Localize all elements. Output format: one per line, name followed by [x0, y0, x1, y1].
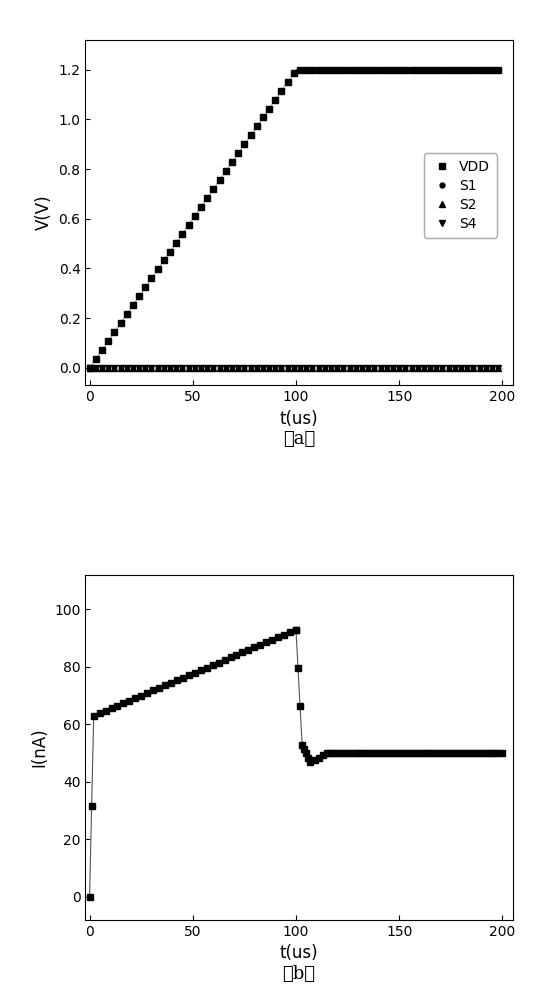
Y-axis label: I(nA): I(nA): [30, 728, 49, 767]
S4: [179, 362, 186, 374]
VDD: [148, 272, 155, 284]
Line: S2: S2: [87, 365, 501, 370]
S2: [470, 362, 477, 374]
VDD: [87, 362, 93, 374]
Text: （a）: （a）: [283, 430, 315, 448]
S2: [179, 362, 186, 374]
S4: [148, 362, 155, 374]
S1: [470, 64, 477, 76]
S2: [396, 362, 402, 374]
S1: [148, 272, 155, 284]
S2: [272, 362, 279, 374]
X-axis label: t(us): t(us): [280, 410, 318, 428]
Legend: VDD, S1, S2, S4: VDD, S1, S2, S4: [425, 153, 497, 238]
S4: [272, 362, 279, 374]
S1: [272, 94, 279, 106]
VDD: [272, 94, 279, 106]
VDD: [470, 64, 477, 76]
S4: [495, 362, 501, 374]
Line: S1: S1: [87, 67, 500, 370]
S1: [402, 64, 409, 76]
VDD: [254, 120, 260, 132]
S4: [470, 362, 477, 374]
S2: [495, 362, 501, 374]
VDD: [297, 64, 303, 76]
S2: [148, 362, 155, 374]
X-axis label: t(us): t(us): [280, 944, 318, 962]
S1: [136, 290, 142, 302]
VDD: [495, 64, 501, 76]
VDD: [136, 290, 142, 302]
Y-axis label: V(V): V(V): [35, 195, 53, 230]
S2: [87, 362, 93, 374]
Line: VDD: VDD: [87, 67, 501, 370]
S4: [254, 362, 260, 374]
VDD: [402, 64, 409, 76]
S1: [495, 64, 501, 76]
Text: （b）: （b）: [282, 965, 316, 983]
Line: S4: S4: [87, 365, 501, 370]
S1: [254, 120, 260, 132]
S2: [254, 362, 260, 374]
S4: [87, 362, 93, 374]
S4: [396, 362, 402, 374]
S1: [297, 64, 303, 76]
S1: [87, 362, 93, 374]
